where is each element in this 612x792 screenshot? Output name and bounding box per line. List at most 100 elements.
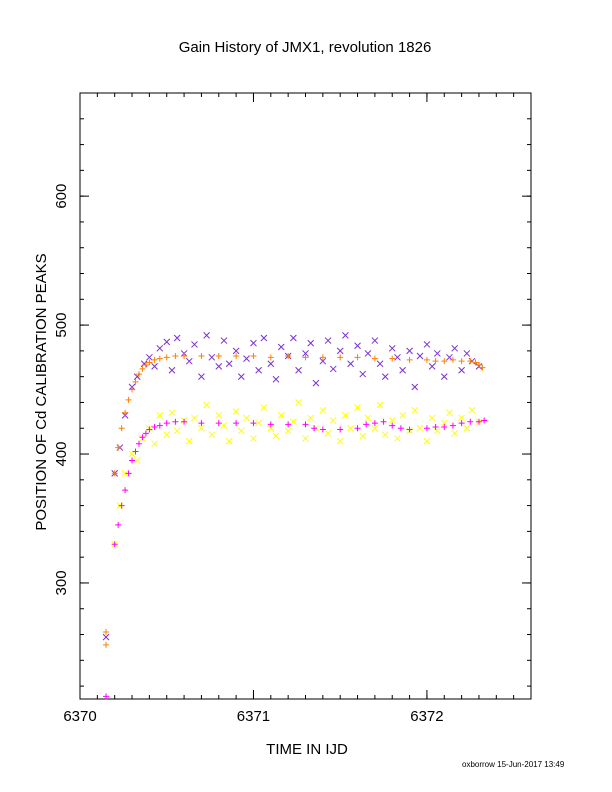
data-point (336, 437, 344, 445)
data-point (324, 337, 332, 344)
data-point (295, 399, 302, 406)
data-point (151, 362, 158, 370)
data-point (432, 358, 439, 365)
data-point (250, 420, 257, 427)
data-point (441, 358, 448, 365)
data-point (135, 440, 142, 447)
data-point (319, 354, 326, 361)
data-point (173, 427, 181, 435)
data-point (359, 370, 367, 378)
data-point (225, 360, 233, 368)
data-point (342, 332, 349, 339)
data-point (146, 426, 153, 433)
data-point (237, 427, 245, 435)
data-point (451, 344, 459, 352)
data-point (111, 541, 118, 548)
data-point (250, 435, 257, 442)
data-point (115, 444, 122, 451)
data-point (255, 366, 263, 374)
data-point (250, 339, 257, 347)
data-point (103, 641, 110, 648)
data-point (118, 502, 125, 509)
data-point (102, 633, 110, 641)
data-point (423, 356, 430, 363)
data-point (458, 358, 465, 365)
data-series (103, 353, 486, 648)
data-point (243, 414, 250, 422)
data-point (399, 411, 406, 419)
data-point (172, 353, 179, 360)
data-point (267, 424, 275, 432)
data-point (181, 418, 188, 425)
data-point (449, 356, 456, 363)
data-point (302, 435, 309, 442)
chart-title: Gain History of JMX1, revolution 1826 (179, 39, 432, 56)
data-point (172, 418, 179, 425)
data-point (354, 425, 361, 432)
data-point (336, 347, 344, 355)
data-point (146, 359, 153, 366)
data-point (479, 364, 486, 371)
data-point (125, 470, 132, 477)
data-point (423, 341, 431, 348)
data-point (163, 420, 170, 427)
data-point (381, 373, 389, 381)
data-point (329, 417, 337, 424)
data-point (311, 425, 318, 432)
data-point (215, 362, 223, 370)
data-point (451, 430, 459, 437)
data-point (232, 347, 240, 355)
data-point (185, 357, 193, 365)
data-point (208, 353, 216, 361)
data-point (111, 470, 118, 477)
data-point (139, 434, 146, 441)
data-point (198, 424, 205, 432)
data-point (416, 424, 424, 432)
data-point (191, 414, 198, 422)
data-point (198, 420, 205, 427)
data-point (125, 396, 132, 403)
data-point (220, 422, 228, 430)
data-point (472, 359, 479, 366)
data-point (388, 344, 396, 352)
data-point (458, 414, 465, 422)
data-point (290, 418, 297, 426)
data-point (237, 373, 245, 381)
x-tick-label: 6370 (63, 708, 96, 725)
data-point (406, 426, 413, 433)
data-point (394, 353, 401, 361)
data-point (129, 386, 136, 393)
y-tick-label: 300 (53, 570, 70, 595)
data-point (319, 357, 327, 365)
data-point (475, 418, 482, 425)
data-point (416, 352, 424, 360)
data-point (467, 418, 474, 425)
data-point (302, 354, 309, 361)
data-point (458, 420, 465, 427)
data-point (399, 366, 406, 374)
data-point (132, 378, 139, 385)
data-point (203, 401, 210, 409)
data-point (342, 411, 349, 419)
data-point (380, 418, 387, 425)
data-point (129, 457, 136, 464)
data-point (423, 425, 430, 432)
data-point (215, 353, 222, 360)
data-point (463, 350, 471, 357)
data-point (233, 353, 240, 360)
data-point (122, 487, 129, 494)
data-point (432, 423, 439, 430)
data-point (272, 432, 280, 440)
data-point (475, 362, 482, 369)
data-point (151, 440, 158, 448)
data-point (198, 353, 205, 360)
data-point (191, 341, 198, 348)
data-point (354, 354, 361, 361)
data-point (215, 411, 223, 419)
data-point (118, 425, 125, 432)
data-point (277, 343, 285, 351)
data-point (173, 334, 181, 342)
x-tick-label: 6372 (410, 708, 443, 725)
data-point (135, 371, 142, 378)
